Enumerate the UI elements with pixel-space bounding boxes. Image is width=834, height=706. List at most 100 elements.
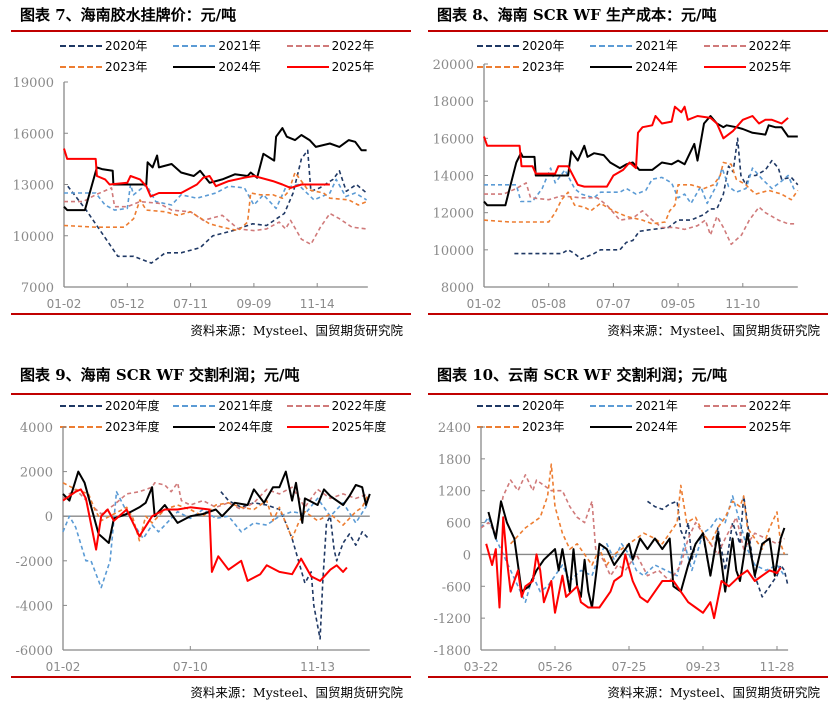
series-line-2024 <box>63 127 367 212</box>
legend-item-2021: 2021年 <box>590 397 703 414</box>
legend-swatch <box>590 425 633 428</box>
series-line-2025 <box>483 105 789 188</box>
x-tick-label: 11-13 <box>300 660 335 674</box>
legend-label: 2024年 <box>218 60 261 74</box>
y-tick-label: -6000 <box>16 644 53 659</box>
series-line-2025 <box>485 516 782 620</box>
x-tick-label: 07-25 <box>612 660 647 674</box>
legend-label: 2020年度 <box>105 399 160 413</box>
legend-item-2022: 2022年 <box>703 37 817 54</box>
y-tick-label: 14000 <box>433 170 474 185</box>
y-tick-label: 19000 <box>13 76 54 91</box>
legend-label: 2025年度 <box>331 420 387 434</box>
chart-panel-8: 图表 8、海南 SCR WF 生产成本：元/吨 资料来源：Mysteel、国贸期… <box>417 0 834 340</box>
y-tick-label: 16000 <box>13 127 54 142</box>
legend-item-2023: 2023年 <box>60 58 173 75</box>
series-line-2025 <box>63 148 330 198</box>
source-rule <box>428 676 828 678</box>
legend-swatch <box>60 404 102 407</box>
y-tick-label: -600 <box>442 580 471 595</box>
chart-title: 图表 7、海南胶水挂牌价：元/吨 <box>20 6 237 24</box>
legend-label: 2021年 <box>635 399 678 413</box>
legend: 2020年度 2021年度 2022年度 2023年度 2024年度 2025年度 <box>60 397 400 435</box>
legend-label: 2024年 <box>635 60 678 74</box>
legend-item-2023: 2023年 <box>477 58 590 75</box>
legend-item-2020: 2020年 <box>60 37 173 54</box>
y-tick-label: 0 <box>463 548 471 563</box>
y-tick-label: 0 <box>45 510 53 525</box>
x-tick-label: 11-14 <box>300 297 335 311</box>
x-tick-label: 09-05 <box>661 297 696 311</box>
series-line-2021 <box>484 167 796 205</box>
series-line-2023 <box>63 171 367 232</box>
y-tick-label: 1800 <box>438 453 471 468</box>
y-tick-label: 2400 <box>438 421 471 436</box>
legend-label: 2025年 <box>331 60 375 74</box>
y-tick-label: 16000 <box>433 132 474 147</box>
legend-item-2024: 2024年 <box>173 58 286 75</box>
series-line-2024 <box>487 500 786 609</box>
legend-swatch <box>477 404 519 407</box>
x-tick-label: 05-26 <box>538 660 573 674</box>
x-tick-label: 05-12 <box>110 297 145 311</box>
legend-swatch <box>173 44 216 47</box>
legend-swatch <box>286 65 329 68</box>
legend-label: 2023年度 <box>105 420 160 434</box>
source-rule <box>11 676 411 678</box>
series-line-2021 <box>62 490 370 589</box>
legend-label: 2023年 <box>105 60 148 74</box>
x-tick-label: 05-08 <box>531 297 566 311</box>
source-rule <box>11 313 411 315</box>
legend-swatch <box>590 44 633 47</box>
legend-item-2025: 2025年 <box>703 58 817 75</box>
legend-label: 2024年 <box>635 420 678 434</box>
legend-label: 2022年 <box>748 399 792 413</box>
series-line-2023 <box>62 482 370 542</box>
y-tick-label: -2000 <box>16 555 53 570</box>
legend-item-2021: 2021年 <box>173 37 286 54</box>
legend-label: 2021年度 <box>218 399 273 413</box>
x-tick-label: 01-02 <box>46 660 81 674</box>
legend-item-2022: 2022年 <box>703 397 817 414</box>
legend-item-2023: 2023年 <box>477 418 590 435</box>
legend: 2020年 2021年 2022年 2023年 2024年 2025年 <box>60 37 400 75</box>
x-tick-label: 07-10 <box>173 660 208 674</box>
x-tick-label: 11-28 <box>760 660 795 674</box>
y-tick-label: 8000 <box>441 281 474 296</box>
legend-swatch <box>286 404 329 407</box>
source-note: 资料来源：Mysteel、国贸期货研究院 <box>190 685 403 700</box>
series-line-2020 <box>220 491 370 640</box>
legend-swatch <box>703 425 746 428</box>
chart-panel-7: 图表 7、海南胶水挂牌价：元/吨 资料来源：Mysteel、国贸期货研究院 20… <box>0 0 417 340</box>
chart-svg: 7000 10000 13000 16000 19000 01-02 05-12 07-11 0… <box>13 76 368 311</box>
legend-item-2024: 2024年 <box>590 418 703 435</box>
title-rule <box>428 393 828 395</box>
legend-item-2020: 2020年 <box>477 37 590 54</box>
series-line-2024 <box>483 115 798 207</box>
title-rule <box>11 393 411 395</box>
y-tick-label: 10000 <box>433 244 474 259</box>
x-tick-label: 01-02 <box>47 297 82 311</box>
y-tick-label: 1200 <box>438 485 471 500</box>
source-note: 资料来源：Mysteel、国贸期货研究院 <box>607 323 820 338</box>
y-tick-label: 10000 <box>13 230 54 245</box>
legend-label: 2022年 <box>331 39 375 53</box>
legend-swatch <box>590 65 633 68</box>
x-tick-label: 01-02 <box>467 297 502 311</box>
legend-label: 2020年 <box>522 399 565 413</box>
legend-label: 2025年 <box>748 420 792 434</box>
chart-panel-10: 图表 10、云南 SCR WF 交割利润；元/吨 资料来源：Mysteel、国贸… <box>417 360 834 706</box>
legend-item-2023: 2023年度 <box>60 418 173 435</box>
legend-item-2025: 2025年 <box>703 418 817 435</box>
legend-item-2022: 2022年度 <box>286 397 400 414</box>
source-note: 资料来源：Mysteel、国贸期货研究院 <box>607 685 820 700</box>
title-rule <box>428 30 828 32</box>
y-tick-label: 13000 <box>13 179 54 194</box>
x-tick-label: 11-10 <box>725 297 760 311</box>
legend-label: 2022年度 <box>331 399 387 413</box>
series-line-2022 <box>64 187 367 246</box>
chart-title: 图表 8、海南 SCR WF 生产成本：元/吨 <box>437 6 717 24</box>
legend-swatch <box>173 65 216 68</box>
chart-svg: 8000 10000 12000 14000 16000 18000 20000 01-02 0… <box>433 58 799 311</box>
legend-swatch <box>173 404 216 407</box>
